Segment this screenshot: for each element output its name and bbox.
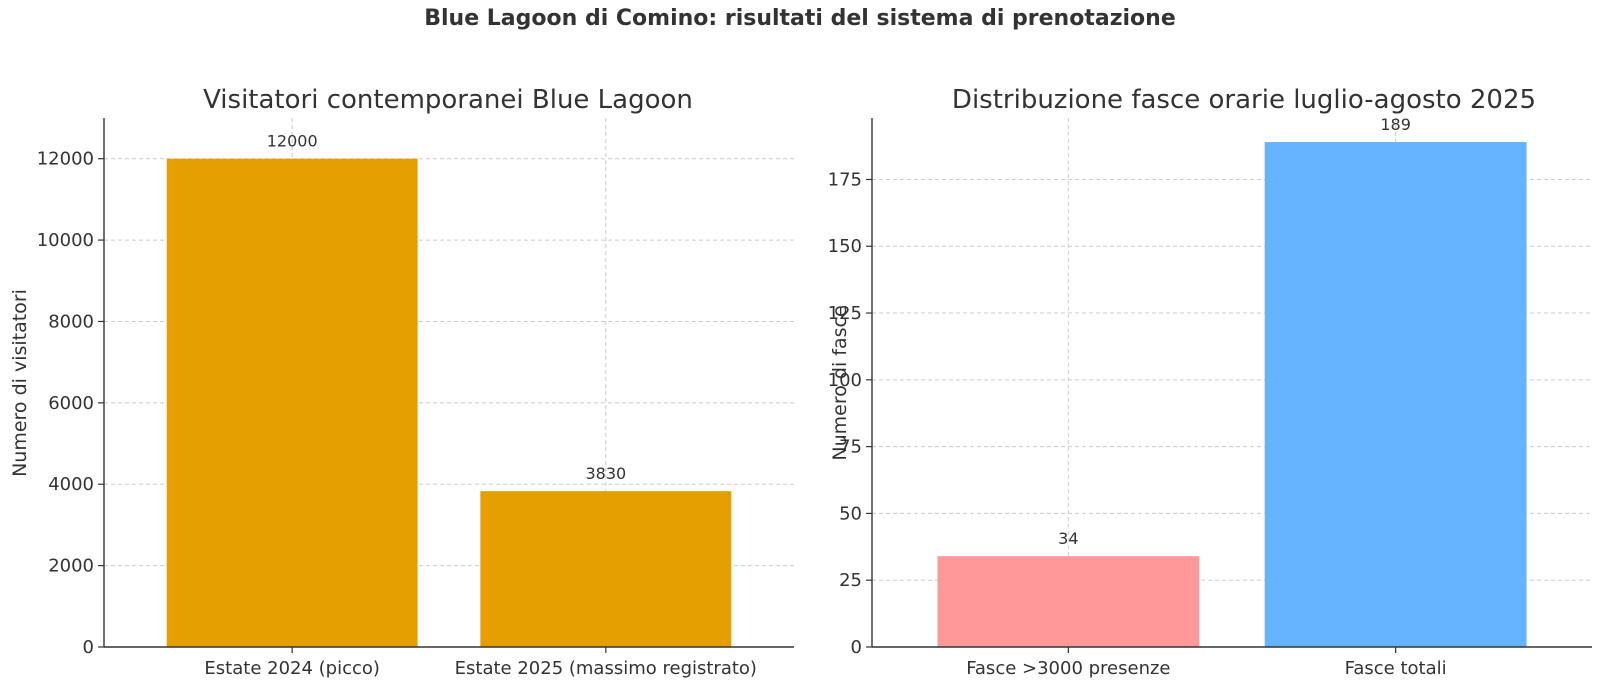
value-label: 3830 [585,464,626,483]
y-tick-label: 8000 [48,311,94,332]
bar-1 [166,158,418,647]
x-tick-label: Fasce >3000 presenze [966,658,1170,679]
y-tick-label: 6000 [48,393,94,414]
y-tick-label: 4000 [48,474,94,495]
y-tick-label: 175 [828,169,862,190]
y-tick-label: 10000 [37,230,94,251]
y-axis-label: Numero di visitatori [9,289,31,477]
value-labels: 34 189 [1058,115,1411,548]
y-tick-label: 150 [828,236,862,257]
y-ticks: 0 2000 4000 6000 8000 10000 12000 [37,149,104,658]
chart-title: Visitatori contemporanei Blue Lagoon [203,85,693,115]
y-tick-label: 50 [839,503,862,524]
chart-visitors: Visitatori contemporanei Blue Lagoon Num… [9,85,794,679]
x-ticks: Estate 2024 (picco) Estate 2025 (massimo … [204,647,757,679]
figure-title: Blue Lagoon di Comino: risultati del sis… [424,6,1176,31]
y-tick-label: 75 [839,437,862,458]
y-tick-label: 125 [828,303,862,324]
x-tick-label: Estate 2024 (picco) [204,658,380,679]
value-label: 12000 [267,132,318,151]
axes [871,118,1592,648]
y-tick-label: 0 [851,637,862,658]
y-tick-label: 100 [828,370,862,391]
value-labels: 12000 3830 [267,132,626,483]
bars [166,158,732,647]
y-tick-label: 0 [83,637,94,658]
bar-1 [937,556,1200,647]
y-ticks: 0 25 50 75 100 125 150 175 [828,169,872,658]
value-label: 34 [1058,529,1078,548]
y-axis-label: Numero di fasce [829,305,851,460]
value-label: 189 [1380,115,1411,134]
bars [937,142,1527,647]
x-tick-label: Estate 2025 (massimo registrato) [455,658,757,679]
bar-2 [1264,142,1527,647]
chart-title: Distribuzione fasce orarie luglio-agosto… [952,85,1536,115]
axes [103,118,794,648]
x-tick-label: Fasce totali [1345,658,1447,679]
y-tick-label: 2000 [48,556,94,577]
x-ticks: Fasce >3000 presenze Fasce totali [966,647,1447,679]
y-tick-label: 12000 [37,149,94,170]
chart-time-slots: Distribuzione fasce orarie luglio-agosto… [828,85,1592,679]
bar-2 [480,491,732,647]
y-tick-label: 25 [839,570,862,591]
